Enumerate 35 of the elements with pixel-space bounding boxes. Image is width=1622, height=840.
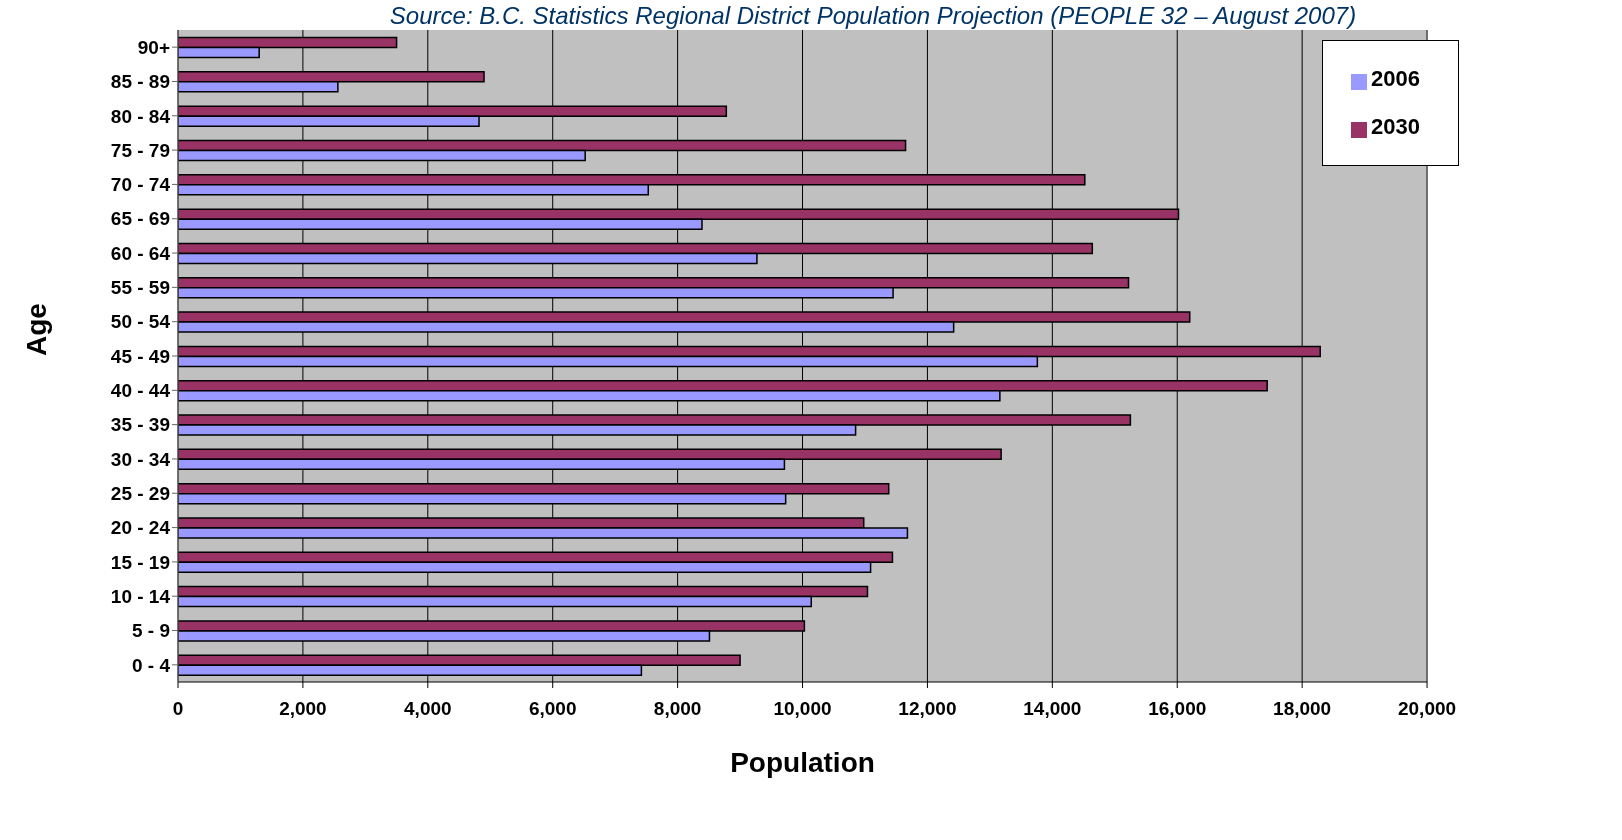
x-tick-label: 16,000 [1148,698,1207,720]
y-tick-label: 35 - 39 [110,414,170,436]
y-tick-label: 80 - 84 [110,105,171,127]
source-note: Source: B.C. Statistics Regional District Population Projection (PEOPLE 32 – August 2007) [388,2,1358,30]
y-axis-title: Age [20,303,52,356]
y-tick-label: 20 - 24 [110,517,171,539]
y-tick-label: 70 - 74 [110,174,171,196]
y-tick-label: 55 - 59 [110,277,170,299]
y-tick-label: 45 - 49 [110,345,170,367]
y-tick-label: 85 - 89 [110,71,170,93]
y-tick-label: 50 - 54 [110,311,171,333]
y-tick-label: 75 - 79 [110,139,170,161]
x-tick-label: 6,000 [528,698,577,720]
legend-label: 2030 [1371,114,1420,139]
y-tick-label: 0 - 4 [131,654,171,676]
x-tick-label: 18,000 [1273,698,1332,720]
y-tick-label: 65 - 69 [110,208,170,230]
y-tick-label: 5 - 9 [131,620,170,642]
y-tick-label: 15 - 19 [110,551,170,573]
x-tick-label: 12,000 [898,698,957,720]
x-axis-title: Population [730,747,875,778]
y-tick-label: 90+ [137,36,170,58]
x-tick-label: 20,000 [1397,698,1457,720]
x-tick-label: 10,000 [773,698,832,720]
legend-label: 2006 [1371,66,1420,91]
x-tick-label: 0 [172,698,184,720]
y-tick-label: 10 - 14 [110,585,171,607]
y-tick-label: 25 - 29 [110,483,170,505]
x-tick-label: 2,000 [279,698,327,720]
y-tick-label: 40 - 44 [110,380,171,402]
y-tick-label: 60 - 64 [110,242,171,264]
y-tick-label: 30 - 34 [110,448,171,470]
x-tick-label: 8,000 [653,698,702,720]
x-tick-label: 14,000 [1023,698,1082,720]
x-tick-label: 4,000 [404,698,452,720]
